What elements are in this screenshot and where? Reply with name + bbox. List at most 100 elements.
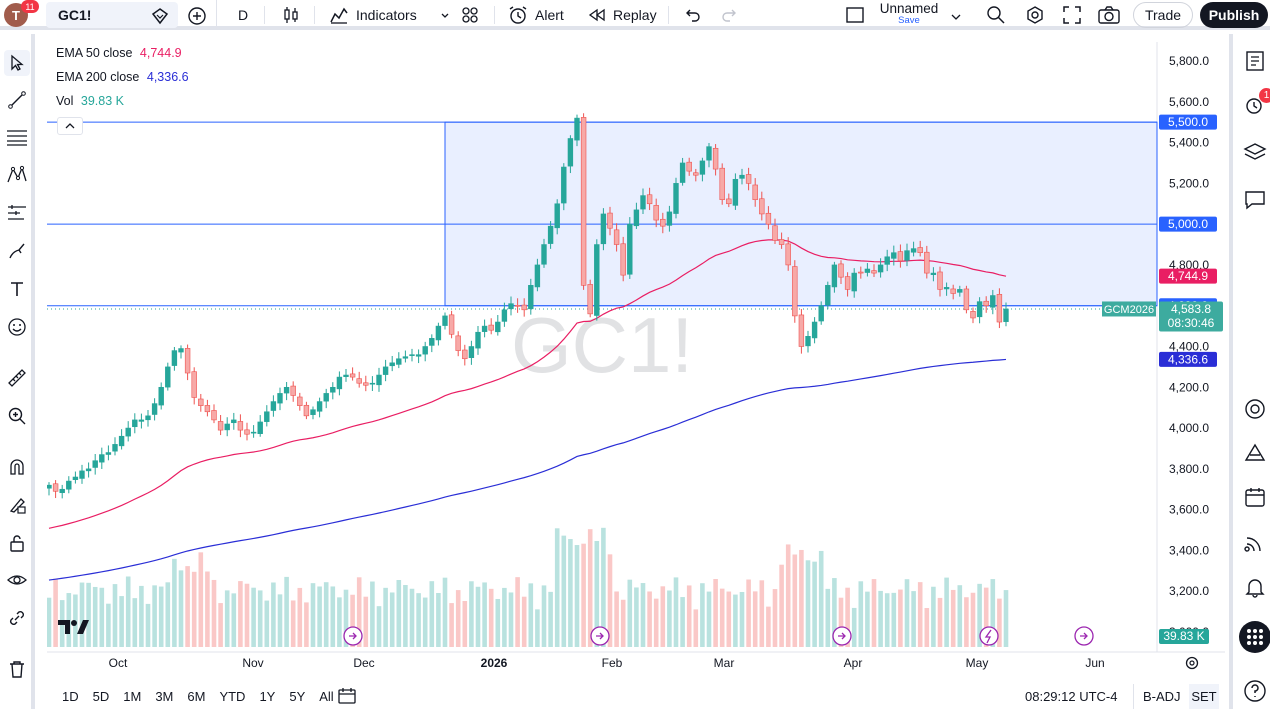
volume-bar xyxy=(614,591,619,647)
apps-grid-icon[interactable] xyxy=(1239,621,1270,653)
volume-bar xyxy=(805,560,811,647)
volume-bar xyxy=(178,570,184,647)
candle-body xyxy=(204,405,211,413)
price-chart[interactable]: 5,800.0 5,600.0 5,400.0 5,200.0 5,000.0 4,800… xyxy=(47,42,1225,676)
quick-search-icon[interactable] xyxy=(985,4,1007,29)
lock-drawing-icon[interactable] xyxy=(4,492,30,518)
volume-bar xyxy=(277,594,283,647)
layout-select-icon[interactable] xyxy=(845,5,865,28)
broadcast-icon[interactable] xyxy=(1241,529,1269,557)
fullscreen-icon[interactable] xyxy=(1061,4,1083,29)
candle-body xyxy=(409,354,415,356)
collapse-legend-icon[interactable] xyxy=(57,117,83,135)
cursor-icon[interactable] xyxy=(4,50,30,76)
chat-icon[interactable] xyxy=(1241,186,1269,214)
redo-icon[interactable] xyxy=(720,5,740,28)
volume-bar xyxy=(653,598,659,647)
range-1d[interactable]: 1D xyxy=(62,689,79,704)
candle-body xyxy=(567,138,574,167)
range-6m[interactable]: 6M xyxy=(187,689,206,704)
session-toggle[interactable]: SET xyxy=(1189,684,1219,709)
candle-body xyxy=(495,321,501,333)
symbol-watermark: GC1! xyxy=(511,301,693,389)
forecasting-icon[interactable] xyxy=(4,200,30,226)
interval-button[interactable]: D xyxy=(238,7,249,23)
emoji-icon[interactable] xyxy=(4,314,30,340)
camera-icon[interactable] xyxy=(1097,4,1121,29)
candle-type-icon[interactable] xyxy=(281,5,301,28)
favorites-dropdown-icon[interactable] xyxy=(440,8,450,24)
candle xyxy=(693,168,699,182)
watchlist-icon[interactable] xyxy=(1241,47,1269,75)
range-5d[interactable]: 5D xyxy=(92,689,110,704)
lock-icon[interactable] xyxy=(4,530,30,556)
contract-label-bg xyxy=(1102,301,1156,317)
price-label-ema200-text: 4,336.6 xyxy=(1168,352,1208,366)
volume-bar xyxy=(462,601,468,647)
layout-dropdown-icon[interactable] xyxy=(950,9,962,25)
candle-body xyxy=(561,166,567,204)
trend-line-icon[interactable] xyxy=(4,87,30,113)
range-1y[interactable]: 1Y xyxy=(259,689,276,704)
candle-body xyxy=(752,184,758,200)
candle xyxy=(442,312,448,330)
settings-gear-icon[interactable] xyxy=(1024,4,1046,29)
bottom-toolbar: 1D 5D 1M 3M 6M YTD 1Y 5Y All 08:29:12 UTC-4 B-AD… xyxy=(47,684,1225,709)
layout-templates-icon[interactable] xyxy=(460,5,480,28)
volume-bar xyxy=(891,592,897,647)
link-icon[interactable] xyxy=(4,605,30,631)
help-icon[interactable] xyxy=(1241,677,1269,705)
compare-symbol-icon[interactable] xyxy=(186,5,208,30)
candle xyxy=(508,296,514,316)
brush-icon[interactable] xyxy=(4,238,30,264)
pattern-icon[interactable] xyxy=(4,162,30,188)
candle xyxy=(739,168,745,185)
text-tool-icon[interactable] xyxy=(4,276,30,302)
undo-icon[interactable] xyxy=(682,5,702,28)
volume-bar xyxy=(389,592,395,647)
volume-bar xyxy=(79,582,85,647)
fib-retracement-icon[interactable] xyxy=(4,124,30,150)
legend-volume[interactable]: Vol 39.83 K xyxy=(56,94,124,108)
divider xyxy=(668,6,669,24)
legend-ema50[interactable]: EMA 50 close 4,744.9 xyxy=(56,46,182,60)
candle-body xyxy=(224,423,230,431)
range-3m[interactable]: 3M xyxy=(155,689,174,704)
candle-body xyxy=(303,404,310,417)
tradingview-logo[interactable] xyxy=(58,618,90,641)
alerts-clock-icon[interactable] xyxy=(1241,91,1269,119)
range-1m[interactable]: 1M xyxy=(123,689,142,704)
target-icon[interactable] xyxy=(1241,395,1269,423)
trade-button[interactable]: Trade xyxy=(1133,2,1193,28)
badj-toggle[interactable]: B-ADJ xyxy=(1143,689,1181,704)
range-all[interactable]: All xyxy=(319,689,334,704)
watchlist-add-icon[interactable] xyxy=(150,6,170,29)
candle-body xyxy=(316,401,323,412)
candle-body xyxy=(336,376,343,390)
layers-icon[interactable] xyxy=(1241,138,1269,166)
volume-bar xyxy=(211,579,217,647)
trash-icon[interactable] xyxy=(4,656,30,682)
ruler-icon[interactable] xyxy=(4,365,30,391)
zoom-in-icon[interactable] xyxy=(4,403,30,429)
volume-bar xyxy=(244,583,250,647)
alert-button[interactable]: Alert xyxy=(507,4,564,26)
legend-ema200[interactable]: EMA 200 close 4,336.6 xyxy=(56,70,189,84)
indicators-button[interactable]: Indicators xyxy=(328,4,417,26)
candle xyxy=(415,349,422,364)
magnet-icon[interactable] xyxy=(4,454,30,480)
symbol-search[interactable]: GC1! xyxy=(46,2,178,28)
publish-button[interactable]: Publish xyxy=(1200,2,1268,28)
layout-name[interactable]: Unnamed Save xyxy=(868,1,950,26)
goto-date-icon[interactable] xyxy=(337,687,357,708)
volume-bar xyxy=(92,586,98,647)
eye-icon[interactable] xyxy=(4,567,30,593)
range-5y[interactable]: 5Y xyxy=(289,689,306,704)
candle xyxy=(660,212,666,234)
calendar-icon[interactable] xyxy=(1241,483,1269,511)
notifications-bell-icon[interactable] xyxy=(1241,573,1269,601)
range-ytd[interactable]: YTD xyxy=(219,689,246,704)
clock-time[interactable]: 08:29:12 UTC-4 xyxy=(1025,689,1118,704)
replay-button[interactable]: Replay xyxy=(586,4,657,26)
ideas-icon[interactable] xyxy=(1241,439,1269,467)
